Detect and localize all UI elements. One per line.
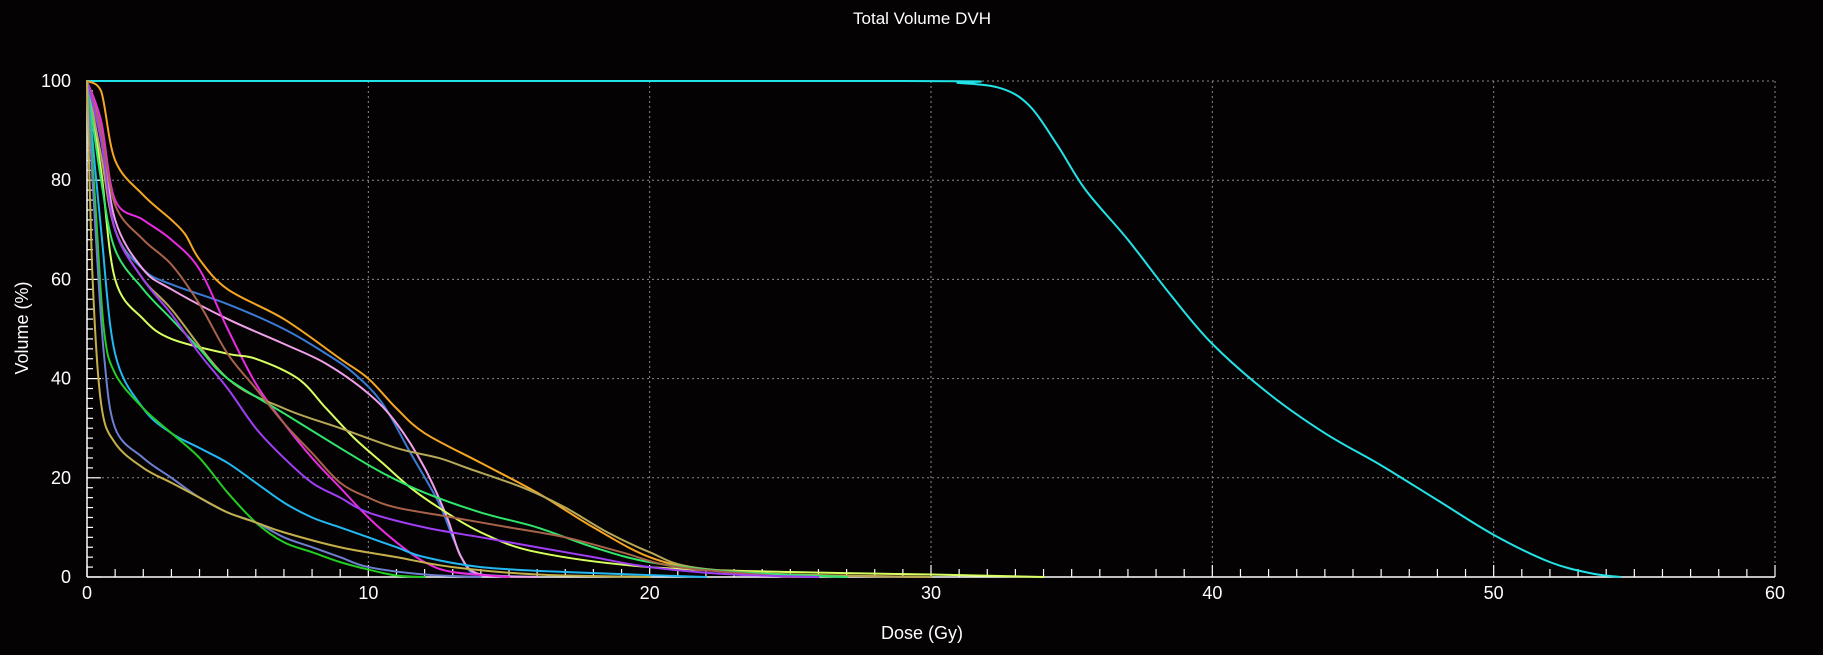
x-tick-label: 40 bbox=[1202, 583, 1222, 603]
y-tick-label: 80 bbox=[51, 170, 71, 190]
y-tick-label: 100 bbox=[41, 71, 71, 91]
y-tick-label: 20 bbox=[51, 468, 71, 488]
chart-title: Total Volume DVH bbox=[853, 9, 991, 28]
x-tick-label: 60 bbox=[1765, 583, 1785, 603]
y-tick-label: 60 bbox=[51, 269, 71, 289]
dvh-curve-4 bbox=[86, 80, 539, 578]
x-tick-label: 0 bbox=[82, 583, 92, 603]
y-tick-label: 0 bbox=[61, 567, 71, 587]
dvh-curve-14 bbox=[86, 80, 651, 578]
x-tick-label: 10 bbox=[358, 583, 378, 603]
dvh-curve-12 bbox=[86, 80, 426, 578]
dvh-curve-1 bbox=[86, 79, 1622, 578]
dvh-curve-8 bbox=[86, 80, 848, 578]
dvh-curve-2 bbox=[86, 80, 932, 578]
y-tick-label: 40 bbox=[51, 369, 71, 389]
x-tick-label: 50 bbox=[1484, 583, 1504, 603]
y-axis-label: Volume (%) bbox=[12, 281, 32, 374]
dvh-curves bbox=[86, 79, 1622, 578]
dvh-curve-10 bbox=[86, 80, 820, 578]
x-tick-label: 20 bbox=[640, 583, 660, 603]
x-axis-label: Dose (Gy) bbox=[881, 623, 963, 643]
x-tick-label: 30 bbox=[921, 583, 941, 603]
dvh-curve-9 bbox=[86, 80, 792, 578]
dvh-curve-11 bbox=[86, 80, 707, 578]
